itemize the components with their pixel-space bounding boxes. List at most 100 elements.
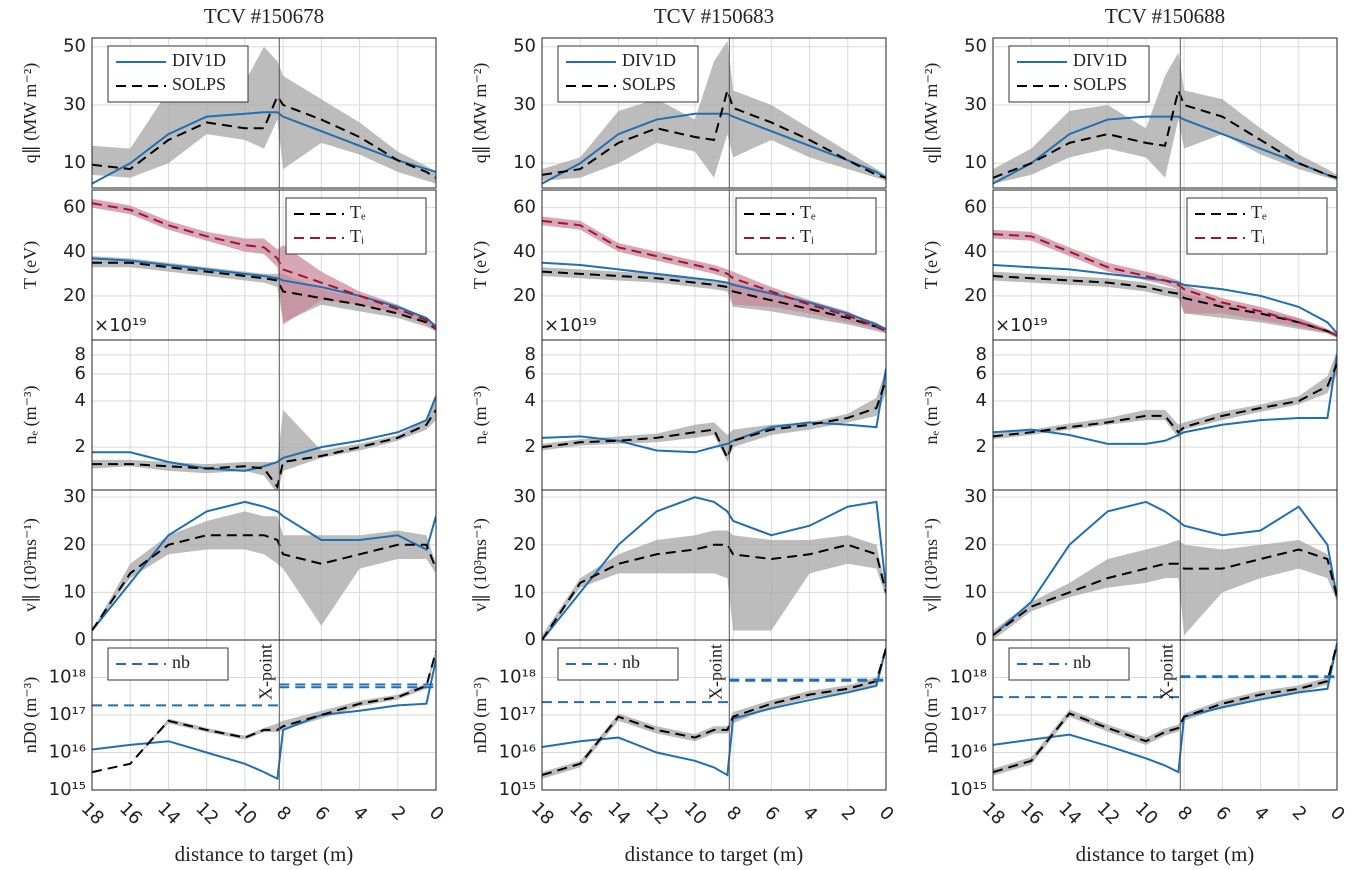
x-tick-label: 6 <box>310 802 333 825</box>
y-tick-label: 40 <box>63 241 86 262</box>
axis-multiplier: ×10¹⁹ <box>995 315 1047 336</box>
legend-label: SOLPS <box>1073 74 1127 94</box>
plot-series <box>993 640 1337 776</box>
y-tick-label: 0 <box>525 629 536 650</box>
chart-title: TCV #150678 <box>204 4 324 28</box>
axes-frame <box>992 639 1338 791</box>
x-tick-label: 18 <box>77 798 108 829</box>
y-tick-label: 6 <box>525 363 536 384</box>
y-tick-label: 60 <box>964 197 987 218</box>
y-tick-label: 0 <box>976 629 987 650</box>
legend-box <box>735 197 877 255</box>
x-tick-label: 6 <box>760 802 783 825</box>
y-tick-label: 50 <box>513 36 536 57</box>
y-axis-label: q∥ (MW m⁻²) <box>20 63 41 164</box>
axes-frame <box>541 639 887 791</box>
y-tick-label: 10¹⁸ <box>49 667 86 688</box>
range-band <box>993 350 1337 440</box>
series-line <box>993 87 1337 179</box>
x-tick-label: 14 <box>603 798 634 829</box>
y-tick-label: 8 <box>976 344 987 365</box>
plot-series <box>542 496 886 640</box>
y-tick-label: 2 <box>525 436 536 457</box>
legend-box <box>1008 647 1130 681</box>
legend-label: nb <box>622 652 640 672</box>
y-tick-label: 8 <box>525 344 536 365</box>
legend-label: nb <box>172 652 190 672</box>
y-tick-label: 60 <box>513 197 536 218</box>
annotation: X-point <box>705 644 725 700</box>
legend-label: DIV1D <box>172 50 226 70</box>
y-tick-label: 20 <box>964 534 987 555</box>
annotation: X-point <box>1156 644 1176 700</box>
range-band <box>92 46 436 184</box>
range-band <box>993 540 1337 640</box>
series-line <box>542 648 886 777</box>
legend-box <box>107 45 249 103</box>
y-tick-label: 10¹⁷ <box>49 704 86 725</box>
y-tick-label: 10¹⁶ <box>49 742 86 763</box>
range-band <box>542 40 886 181</box>
series-line <box>92 257 436 328</box>
legend-label: nb <box>1073 652 1091 672</box>
series-line <box>542 219 886 333</box>
y-tick-label: 2 <box>976 436 987 457</box>
y-tick-label: 30 <box>513 94 536 115</box>
chart-title: TCV #150688 <box>1105 4 1225 28</box>
y-tick-label: 20 <box>63 285 86 306</box>
y-tick-label: 30 <box>63 486 86 507</box>
x-tick-label: 16 <box>115 798 146 829</box>
x-tick-label: 2 <box>837 802 860 825</box>
range-band <box>993 229 1337 338</box>
series-line <box>542 368 886 454</box>
range-band <box>92 198 436 332</box>
x-tick-label: 14 <box>153 798 184 829</box>
legend-box <box>285 197 427 255</box>
y-tick-label: 60 <box>63 197 86 218</box>
x-tick-label: 8 <box>272 802 295 825</box>
x-tick-label: 12 <box>191 798 222 829</box>
series-line <box>993 354 1337 445</box>
x-tick-label: 12 <box>1092 798 1123 829</box>
y-tick-label: 30 <box>964 94 987 115</box>
plot-series <box>92 198 436 332</box>
y-tick-label: 40 <box>964 241 987 262</box>
x-tick-label: 4 <box>798 802 821 825</box>
plot-series <box>993 229 1337 338</box>
series-line <box>993 548 1337 637</box>
series-line <box>542 261 886 330</box>
plot-series <box>993 350 1337 445</box>
y-tick-label: 10¹⁸ <box>950 667 987 688</box>
x-tick-label: 12 <box>641 798 672 829</box>
x-tick-label: 6 <box>1211 802 1234 825</box>
series-line <box>542 270 886 333</box>
y-tick-label: 8 <box>75 344 86 365</box>
series-line <box>542 648 886 777</box>
series-line <box>993 643 1337 774</box>
series-line <box>993 264 1337 335</box>
y-tick-label: 10 <box>513 152 536 173</box>
legend-label: Tₑ <box>350 202 366 222</box>
y-tick-label: 10 <box>513 581 536 602</box>
x-tick-label: 8 <box>722 802 745 825</box>
y-axis-label: q∥ (MW m⁻²) <box>470 63 491 164</box>
legend-box <box>107 647 229 681</box>
x-tick-label: 0 <box>1326 802 1349 825</box>
legend-label: SOLPS <box>172 74 226 94</box>
y-tick-label: 6 <box>976 363 987 384</box>
y-tick-label: 40 <box>513 241 536 262</box>
plot-series <box>542 216 886 334</box>
y-axis-label: nD0 (m⁻³) <box>470 677 491 753</box>
y-tick-label: 10¹⁸ <box>499 667 536 688</box>
y-axis-label: nₑ (m⁻³) <box>470 385 491 444</box>
range-band <box>993 52 1337 184</box>
y-tick-label: 10 <box>964 581 987 602</box>
chart-title: TCV #150683 <box>654 4 774 28</box>
series-line <box>542 496 886 640</box>
plot-series <box>993 500 1337 640</box>
series-line <box>993 363 1337 438</box>
y-axis-label: T (eV) <box>921 241 942 289</box>
axes-frame <box>541 339 887 491</box>
y-tick-label: 6 <box>75 363 86 384</box>
x-tick-label: 14 <box>1054 798 1085 829</box>
